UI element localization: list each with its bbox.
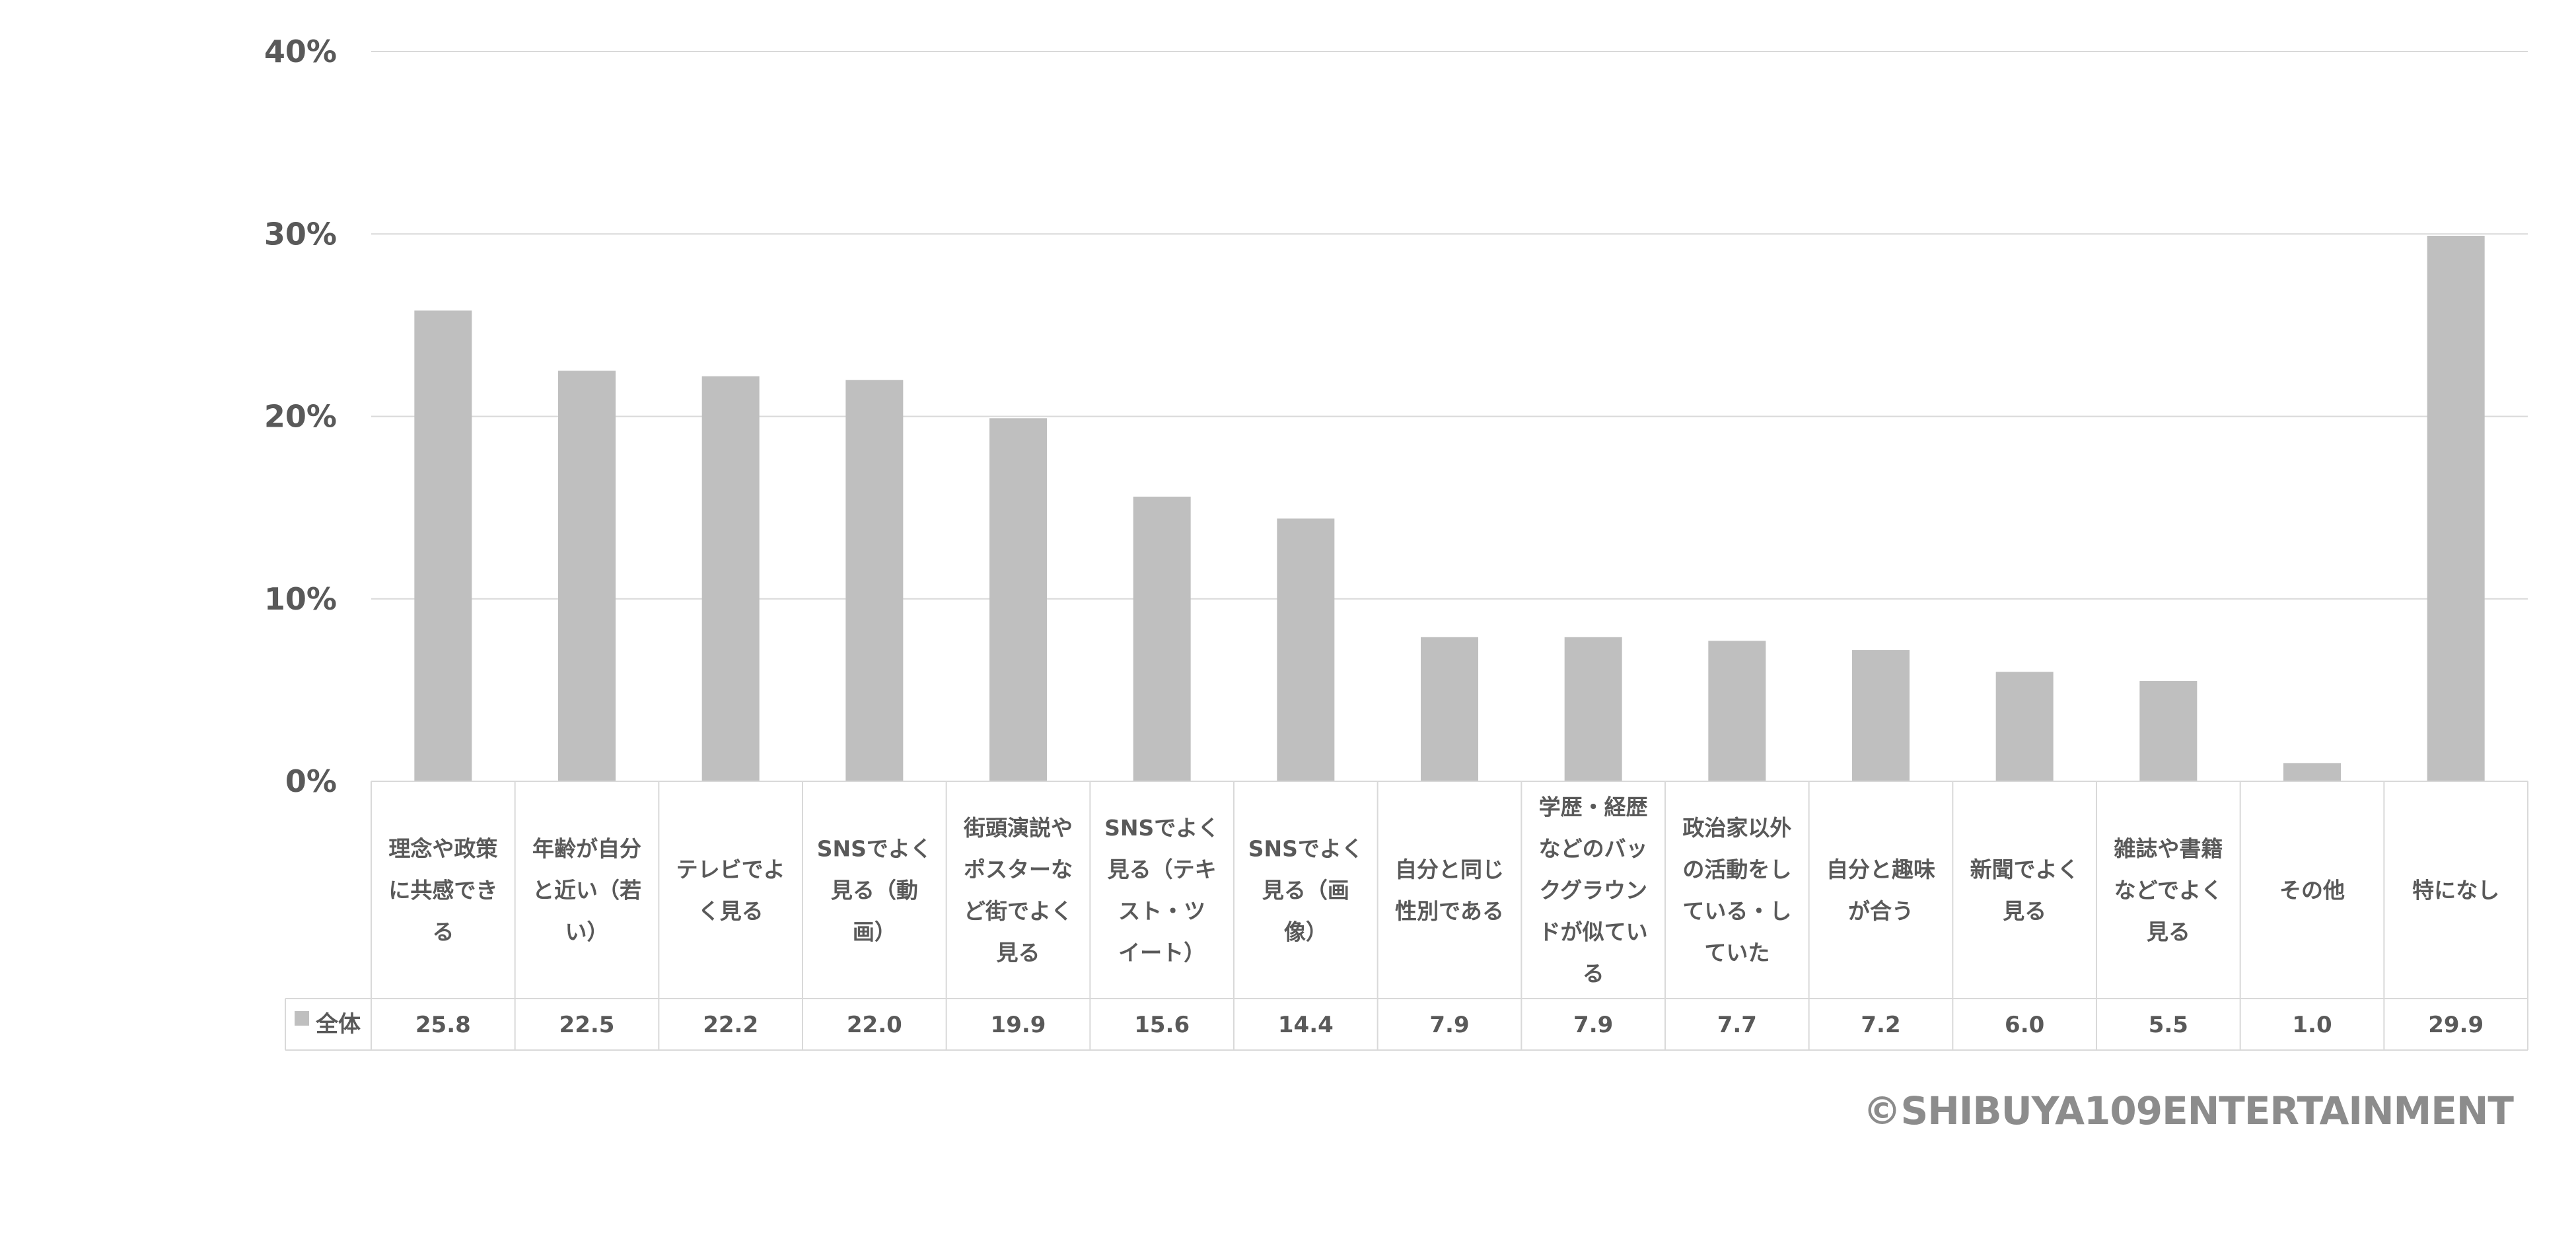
x-category-label: 年齢が自分と近い（若い） [532, 836, 641, 945]
x-category-label: 理念や政策に共感できる [388, 836, 497, 945]
legend-label: 全体 [315, 1011, 361, 1038]
x-category-label: 新聞でよく見る [1970, 857, 2079, 924]
bar [2427, 236, 2485, 781]
bar [2139, 681, 2198, 781]
x-category-label: 学歴・経歴などのバックグラウンドが似ている [1539, 794, 1648, 987]
data-table-value: 22.2 [703, 1012, 758, 1038]
data-table-value: 22.5 [559, 1012, 615, 1038]
y-tick-label: 20% [264, 399, 337, 435]
x-category-label: 街頭演説やポスターなど街でよく見る [963, 815, 1073, 966]
bar [1852, 650, 1910, 781]
x-category-label: その他 [2279, 878, 2345, 903]
data-table-value: 7.7 [1717, 1012, 1757, 1038]
x-category-label: SNSでよく見る（動画） [817, 836, 932, 945]
data-table-value: 7.9 [1429, 1012, 1469, 1038]
bar [701, 376, 760, 781]
bar [1995, 672, 2054, 781]
bar [1708, 641, 1766, 781]
x-category-label: 特になし [2412, 878, 2499, 903]
x-category-label: SNSでよく見る（画像） [1248, 836, 1363, 945]
bar [414, 310, 472, 781]
data-table-value: 6.0 [2005, 1012, 2044, 1038]
bar [845, 380, 904, 781]
x-category-label: 自分と同じ性別である [1395, 857, 1504, 924]
data-table-value: 1.0 [2292, 1012, 2332, 1038]
data-table-value: 25.8 [415, 1012, 471, 1038]
bar [2283, 763, 2341, 781]
data-table-value: 7.9 [1573, 1012, 1613, 1038]
bar [1133, 497, 1191, 781]
x-category-label: 自分と趣味が合う [1826, 857, 1935, 924]
x-category-label: テレビでよく見る [676, 857, 785, 924]
y-tick-label: 30% [264, 216, 337, 252]
data-table-value: 22.0 [847, 1012, 902, 1038]
y-tick-label: 10% [264, 581, 337, 617]
copyright-text: ©SHIBUYA109ENTERTAINMENT [1863, 1088, 2514, 1133]
bar [1277, 518, 1335, 781]
bar [989, 418, 1047, 781]
data-table-value: 7.2 [1861, 1012, 1900, 1038]
x-category-label: SNSでよく見る（テキスト・ツイート） [1104, 815, 1219, 966]
bar [1564, 637, 1622, 781]
y-tick-label: 40% [264, 34, 337, 69]
data-table-value: 29.9 [2428, 1012, 2484, 1038]
bar [1421, 637, 1478, 781]
data-table-value: 5.5 [2149, 1012, 2188, 1038]
y-tick-label: 0% [285, 763, 337, 799]
legend-swatch [295, 1011, 309, 1026]
x-category-label: 雑誌や書籍などでよく見る [2113, 836, 2223, 945]
bar [558, 370, 616, 781]
data-table-value: 19.9 [991, 1012, 1046, 1038]
data-table-value: 14.4 [1278, 1012, 1334, 1038]
data-table-value: 15.6 [1134, 1012, 1190, 1038]
x-category-label: 政治家以外の活動をしている・していた [1682, 815, 1791, 966]
